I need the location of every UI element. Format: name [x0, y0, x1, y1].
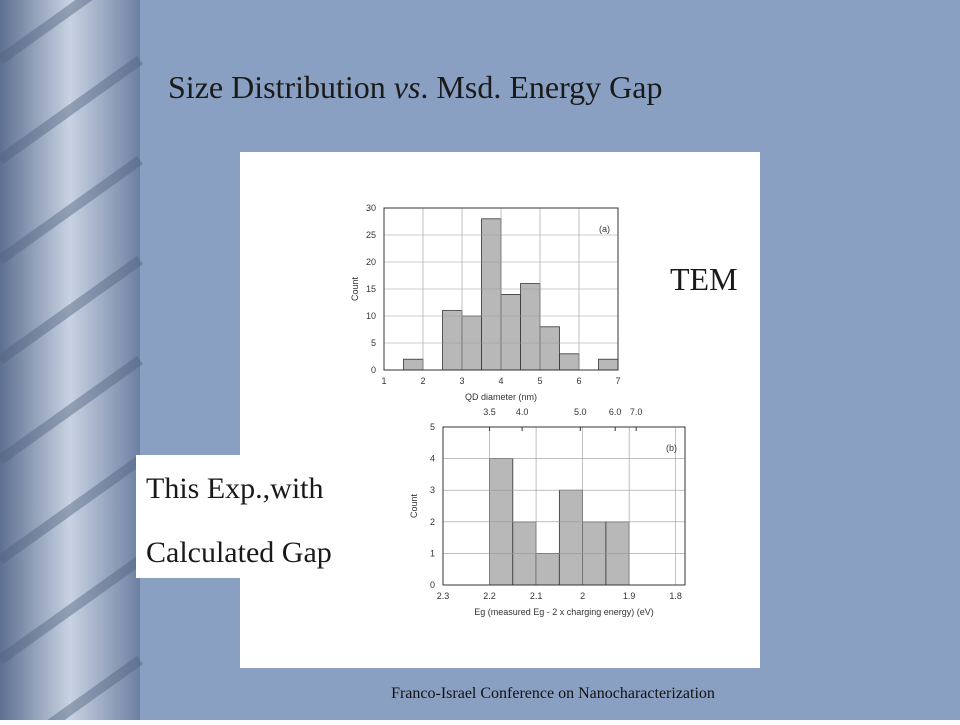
- y-axis-label: Count: [409, 494, 419, 519]
- side-stripes: [0, 0, 143, 725]
- plot-frame: [442, 426, 686, 586]
- bar: [539, 326, 560, 371]
- top-tick-label: 5.0: [574, 407, 587, 417]
- bar: [500, 293, 521, 371]
- x-tick-label: 2: [420, 376, 425, 386]
- slide-title: Size Distribution vs. Msd. Energy Gap: [168, 69, 662, 105]
- x-axis-label: QD diameter (nm): [465, 392, 537, 402]
- y-tick-label: 25: [366, 230, 376, 240]
- y-tick-label: 1: [430, 548, 435, 558]
- x-axis-label: Eg (measured Eg - 2 x charging energy) (…: [474, 607, 654, 617]
- y-tick-label: 10: [366, 311, 376, 321]
- x-tick-label: 1: [381, 376, 386, 386]
- x-tick-label: 1.9: [623, 591, 636, 601]
- footer: Franco-Israel Conference on Nanocharacte…: [391, 685, 715, 702]
- bar: [598, 358, 619, 371]
- top-tick-label: 7.0: [630, 407, 643, 417]
- title-part: vs: [394, 69, 421, 105]
- y-tick-label: 0: [371, 365, 376, 375]
- y-tick-label: 4: [430, 454, 435, 464]
- bar: [481, 218, 502, 371]
- y-tick-label: 5: [371, 338, 376, 348]
- x-tick-label: 5: [537, 376, 542, 386]
- top-tick-label: 4.0: [516, 407, 529, 417]
- x-tick-label: 4: [498, 376, 503, 386]
- y-tick-label: 5: [430, 422, 435, 432]
- x-tick-label: 2: [580, 591, 585, 601]
- plot-frame: [383, 207, 619, 371]
- x-tick-label: 2.1: [530, 591, 543, 601]
- bar: [559, 353, 580, 371]
- title-part: . Msd. Energy Gap: [420, 69, 662, 105]
- bar: [520, 283, 541, 371]
- top-tick-label: 6.0: [609, 407, 622, 417]
- x-tick-label: 1.8: [669, 591, 682, 601]
- x-tick-label: 6: [576, 376, 581, 386]
- annotation: (a): [599, 224, 610, 234]
- x-tick-label: 2.2: [483, 591, 496, 601]
- bar: [442, 310, 463, 371]
- y-tick-label: 20: [366, 257, 376, 267]
- side-band: [0, 0, 140, 720]
- exp-label: Calculated Gap: [146, 536, 332, 569]
- x-tick-label: 2.3: [437, 591, 450, 601]
- y-tick-label: 30: [366, 203, 376, 213]
- y-tick-label: 3: [430, 485, 435, 495]
- x-tick-label: 7: [615, 376, 620, 386]
- bar: [558, 489, 584, 586]
- x-tick-label: 3: [459, 376, 464, 386]
- y-axis-label: Count: [350, 277, 360, 302]
- top-tick-label: 3.5: [483, 407, 496, 417]
- exp-label: This Exp.,with: [146, 472, 324, 505]
- annotation: (b): [666, 443, 677, 453]
- label-box: [136, 455, 380, 578]
- bar: [535, 553, 560, 586]
- bar: [403, 358, 424, 371]
- y-tick-label: 0: [430, 580, 435, 590]
- y-tick-label: 2: [430, 517, 435, 527]
- y-tick-label: 15: [366, 284, 376, 294]
- title-part: Size Distribution: [168, 69, 394, 105]
- tem-label: TEM: [670, 261, 738, 297]
